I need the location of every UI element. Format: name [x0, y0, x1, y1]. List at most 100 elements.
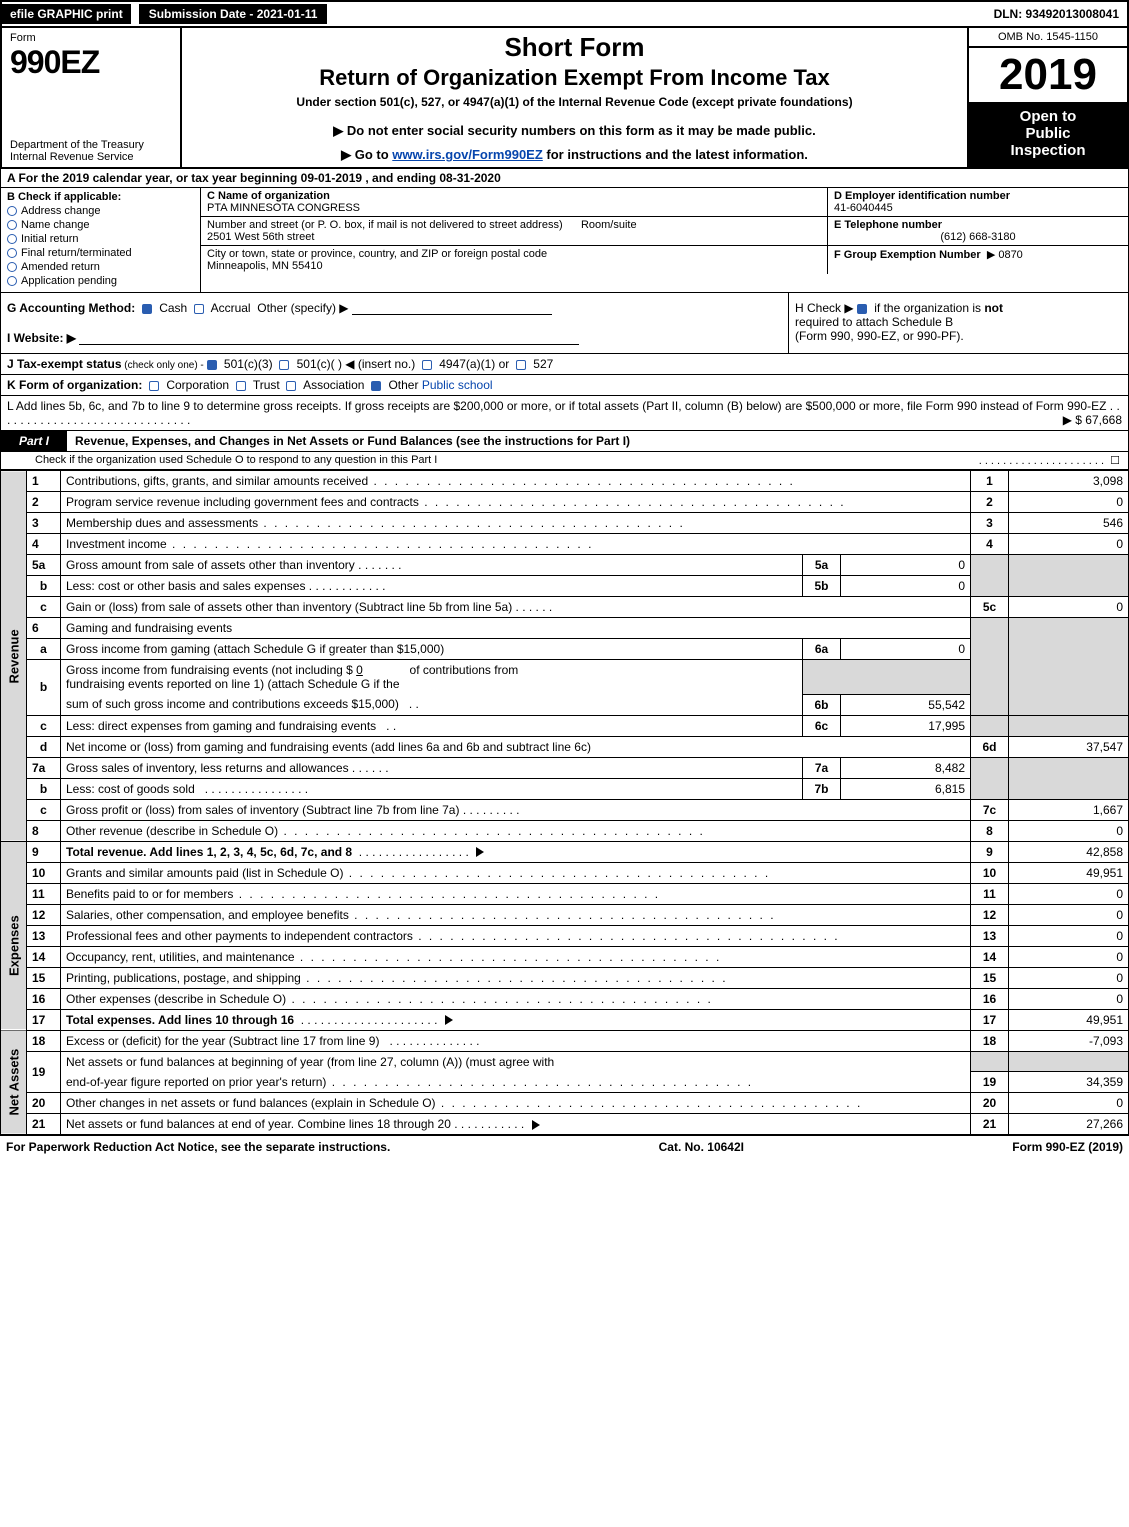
goto-link[interactable]: www.irs.gov/Form990EZ	[392, 147, 543, 162]
open-public-badge: Open to Public Inspection	[969, 102, 1127, 167]
chk-trust[interactable]	[236, 381, 246, 391]
line-19-top: 19 Net assets or fund balances at beginn…	[1, 1051, 1129, 1072]
line-l-amount: ▶ $ 67,668	[1063, 413, 1122, 427]
g-label: G Accounting Method:	[7, 301, 135, 315]
part1-checkbox[interactable]: ☐	[1110, 455, 1120, 467]
line-6c: c Less: direct expenses from gaming and …	[1, 715, 1129, 736]
open-1: Open to	[973, 108, 1123, 125]
circle-icon	[7, 276, 17, 286]
chk-4947[interactable]	[422, 360, 432, 370]
org-name: PTA MINNESOTA CONGRESS	[207, 202, 360, 214]
box-f-label: F Group Exemption Number	[834, 249, 981, 261]
goto-pre: ▶ Go to	[341, 147, 392, 162]
header-left: Form 990EZ Department of the Treasury In…	[2, 28, 182, 167]
line-21: 21 Net assets or fund balances at end of…	[1, 1114, 1129, 1135]
line-5a: 5a Gross amount from sale of assets othe…	[1, 555, 1129, 576]
entity-block: B Check if applicable: Address change Na…	[0, 188, 1129, 293]
submission-date: Submission Date - 2021-01-11	[137, 2, 330, 26]
room-label: Room/suite	[581, 219, 637, 231]
box-e-label: E Telephone number	[834, 219, 942, 231]
line-3: 3 Membership dues and assessments 3 546	[1, 513, 1129, 534]
line-11: 11 Benefits paid to or for members 11 0	[1, 883, 1129, 904]
side-expenses: Expenses	[1, 862, 27, 1030]
circle-icon	[7, 248, 17, 258]
dept-irs: Internal Revenue Service	[10, 151, 172, 163]
line-1: Revenue 1 Contributions, gifts, grants, …	[1, 471, 1129, 492]
line-19: end-of-year figure reported on prior yea…	[1, 1072, 1129, 1093]
part1-title: Revenue, Expenses, and Changes in Net As…	[67, 431, 638, 451]
form-label: Form	[10, 32, 172, 44]
chk-h[interactable]	[857, 304, 867, 314]
chk-amended-return[interactable]: Amended return	[7, 261, 194, 273]
group-exemption: ▶ 0870	[987, 249, 1023, 261]
line-6d: d Net income or (loss) from gaming and f…	[1, 736, 1129, 757]
city: Minneapolis, MN 55410	[207, 260, 323, 272]
cat-no: Cat. No. 10642I	[659, 1140, 744, 1154]
chk-other-org[interactable]	[371, 381, 381, 391]
under-section: Under section 501(c), 527, or 4947(a)(1)…	[192, 95, 957, 109]
ssn-notice: ▶ Do not enter social security numbers o…	[192, 123, 957, 139]
line-5b: b Less: cost or other basis and sales ex…	[1, 576, 1129, 597]
form-header: Form 990EZ Department of the Treasury In…	[0, 28, 1129, 169]
chk-accrual[interactable]	[194, 304, 204, 314]
line-7c: c Gross profit or (loss) from sales of i…	[1, 799, 1129, 820]
part1-header: Part I Revenue, Expenses, and Changes in…	[0, 431, 1129, 452]
tax-period: A For the 2019 calendar year, or tax yea…	[0, 169, 1129, 188]
form-ref: Form 990-EZ (2019)	[1012, 1140, 1123, 1154]
city-label: City or town, state or province, country…	[207, 248, 547, 260]
line-2: 2 Program service revenue including gove…	[1, 492, 1129, 513]
return-title: Return of Organization Exempt From Incom…	[192, 65, 957, 91]
line-7b: b Less: cost of goods sold . . . . . . .…	[1, 778, 1129, 799]
circle-icon	[7, 234, 17, 244]
line-5c: c Gain or (loss) from sale of assets oth…	[1, 597, 1129, 618]
omb-number: OMB No. 1545-1150	[969, 28, 1127, 48]
dln: DLN: 93492013008041	[986, 4, 1127, 24]
goto-line: ▶ Go to www.irs.gov/Form990EZ for instru…	[192, 147, 957, 163]
chk-final-return[interactable]: Final return/terminated	[7, 247, 194, 259]
open-3: Inspection	[973, 142, 1123, 159]
chk-cash[interactable]	[142, 304, 152, 314]
chk-501c[interactable]	[279, 360, 289, 370]
page-footer: For Paperwork Reduction Act Notice, see …	[0, 1135, 1129, 1158]
chk-name-change[interactable]: Name change	[7, 219, 194, 231]
form-number: 990EZ	[10, 44, 172, 81]
circle-icon	[7, 220, 17, 230]
line-l: L Add lines 5b, 6c, and 7b to line 9 to …	[0, 396, 1129, 431]
line-20: 20 Other changes in net assets or fund b…	[1, 1093, 1129, 1114]
line-16: 16 Other expenses (describe in Schedule …	[1, 988, 1129, 1009]
line-i: I Website: ▶	[7, 331, 76, 345]
line-18: Net Assets 18 Excess or (deficit) for th…	[1, 1030, 1129, 1051]
chk-527[interactable]	[516, 360, 526, 370]
other-specify-line	[352, 303, 552, 315]
line-h: H Check ▶ if the organization is not req…	[788, 293, 1128, 353]
header-center: Short Form Return of Organization Exempt…	[182, 28, 967, 167]
circle-icon	[7, 262, 17, 272]
circle-icon	[7, 206, 17, 216]
line-g: G Accounting Method: Cash Accrual Other …	[1, 293, 788, 353]
line-6b: sum of such gross income and contributio…	[1, 694, 1129, 715]
line-j: J Tax-exempt status (check only one) - 5…	[0, 354, 1129, 375]
line-6b-top: b Gross income from fundraising events (…	[1, 660, 1129, 695]
street: 2501 West 56th street	[207, 231, 314, 243]
line-17: 17 Total expenses. Add lines 10 through …	[1, 1009, 1129, 1030]
part1-tab: Part I	[1, 431, 67, 451]
chk-501c3[interactable]	[207, 360, 217, 370]
line-6: 6 Gaming and fundraising events	[1, 618, 1129, 639]
open-2: Public	[973, 125, 1123, 142]
print-link[interactable]: print	[96, 7, 123, 21]
short-form-title: Short Form	[192, 32, 957, 63]
box-d-label: D Employer identification number	[834, 190, 1010, 202]
chk-assoc[interactable]	[286, 381, 296, 391]
paperwork-notice: For Paperwork Reduction Act Notice, see …	[6, 1140, 390, 1154]
chk-address-change[interactable]: Address change	[7, 205, 194, 217]
line-12: 12 Salaries, other compensation, and emp…	[1, 904, 1129, 925]
chk-application-pending[interactable]: Application pending	[7, 275, 194, 287]
side-revenue: Revenue	[1, 471, 27, 842]
box-b-header: B Check if applicable:	[7, 191, 194, 203]
top-bar: efile GRAPHIC print Submission Date - 20…	[0, 0, 1129, 28]
line-6a: a Gross income from gaming (attach Sched…	[1, 639, 1129, 660]
chk-corp[interactable]	[149, 381, 159, 391]
box-c-label: C Name of organization	[207, 190, 330, 202]
efile-text: efile GRAPHIC	[10, 7, 93, 21]
chk-initial-return[interactable]: Initial return	[7, 233, 194, 245]
